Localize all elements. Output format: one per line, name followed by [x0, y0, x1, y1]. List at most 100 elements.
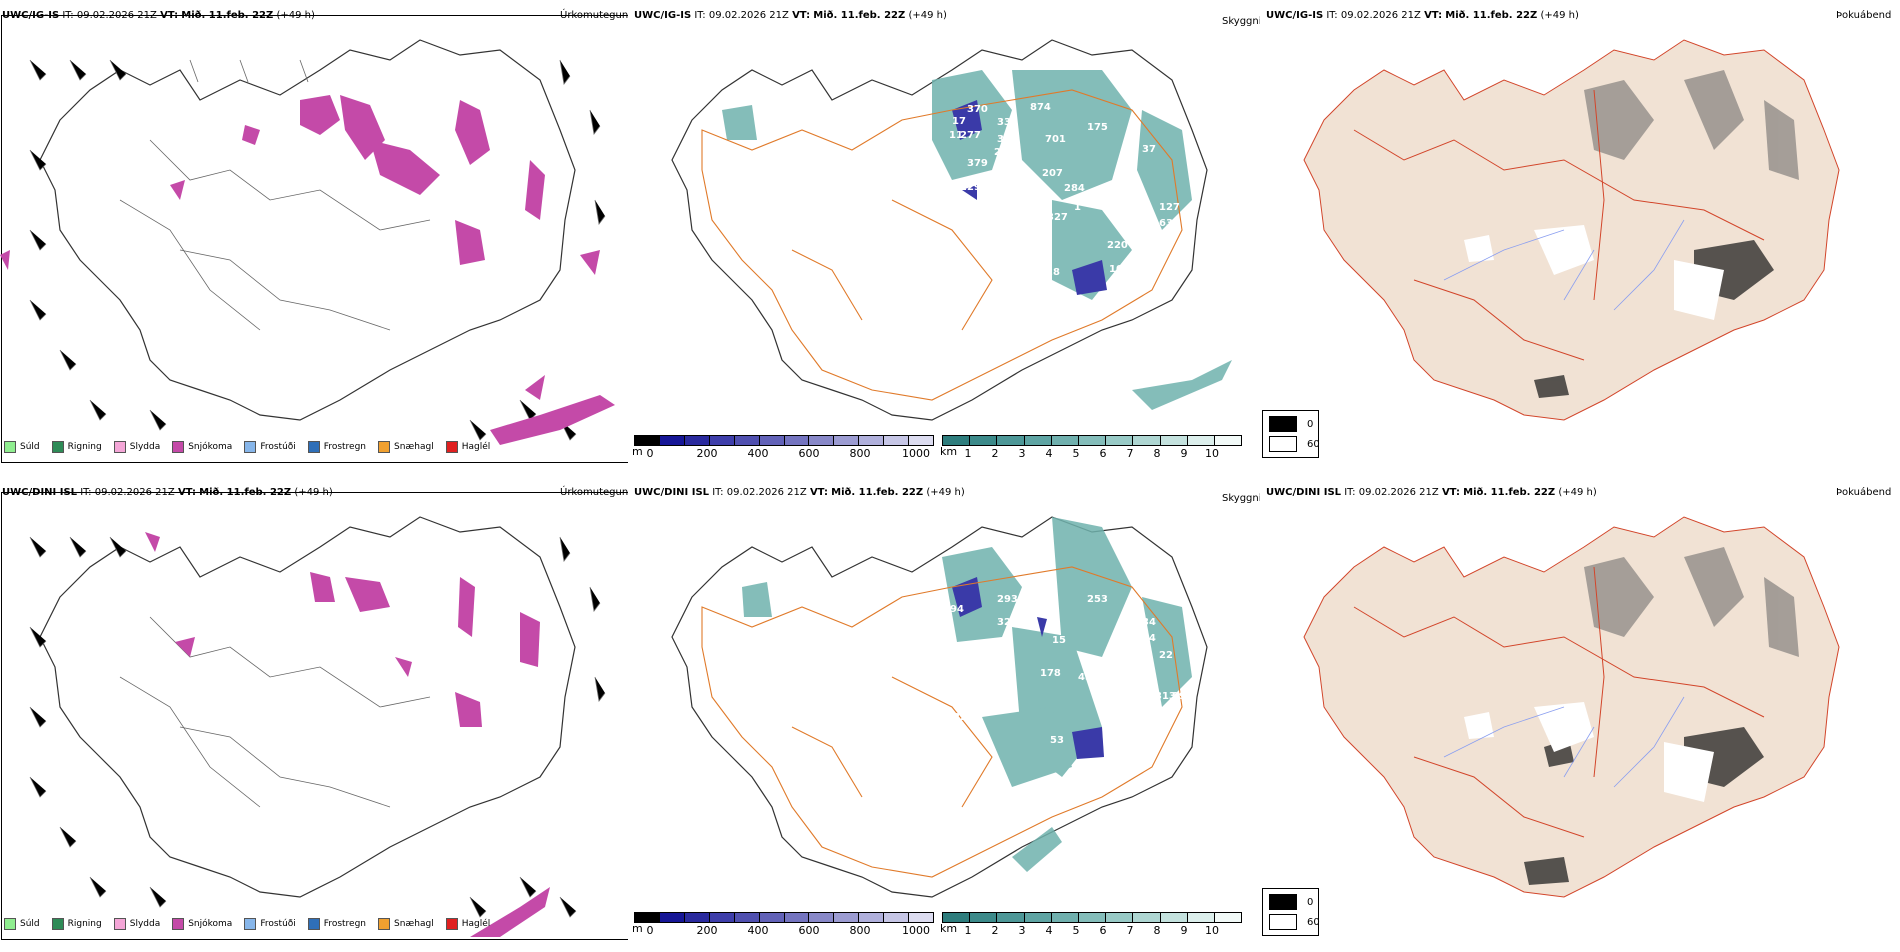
visibility-ticks: 1 2 3 4 5 6 7 8 9 10	[964, 447, 1220, 460]
vt-label: VT:	[1424, 10, 1443, 21]
visibility-panel-1: 370 874 330 175 312 17 701 11 277 37 298…	[632, 0, 1260, 475]
it-label: IT:	[1344, 487, 1356, 498]
model-label: UWC/IG-IS	[2, 10, 60, 21]
legend-swatch	[378, 918, 391, 930]
snow-area	[395, 657, 412, 677]
visibility-colorbar-boxes	[942, 912, 1242, 923]
ceiling-label: 312	[997, 134, 1018, 145]
legend-item-snjokoma: Snjókoma	[172, 441, 232, 453]
ceiling-label: 94	[950, 604, 964, 615]
snow-area	[490, 395, 615, 445]
lead-time: (+49 h)	[276, 10, 315, 21]
ceiling-label: 313	[1155, 691, 1176, 702]
ceiling-label: 220	[1107, 240, 1128, 251]
ceiling-label: 327	[1047, 212, 1068, 223]
lead-time: (+49 h)	[908, 10, 947, 21]
snow-area	[310, 572, 335, 602]
vt-value: Mið. 11.feb. 22Z	[831, 487, 924, 498]
snow-area	[580, 250, 600, 275]
map-frame	[1, 15, 628, 463]
it-value: 09.02.2026 21Z	[94, 487, 175, 498]
ceiling-label: 181	[927, 382, 948, 393]
lead-time: (+49 h)	[294, 487, 333, 498]
panel-header: UWC/IG-IS IT: 09.02.2026 21Z VT: Mið. 11…	[634, 10, 947, 21]
snow-area	[0, 250, 10, 270]
snow-area	[455, 692, 482, 727]
it-label: IT:	[80, 487, 92, 498]
ceiling-label: 379	[967, 158, 988, 169]
cloud-swatch	[1269, 416, 1297, 432]
lead-time: (+49 h)	[1558, 487, 1597, 498]
snow-areas	[0, 95, 615, 445]
legend-swatch	[51, 441, 64, 453]
cloud-legend-item: 0	[1269, 894, 1313, 910]
snow-area	[525, 160, 545, 220]
snow-area	[242, 125, 260, 145]
iceland-outline	[39, 39, 576, 421]
ceiling-label: 63	[1159, 218, 1173, 229]
snow-area	[175, 637, 195, 657]
legend-swatch	[51, 918, 64, 930]
legend-item-snaehagl: Snæhagl	[378, 441, 434, 453]
visibility-colorbar: km 1 2 3 4 5 6 7 8 9 10	[940, 912, 1242, 940]
it-value: 09.02.2026 21Z	[708, 10, 789, 21]
ceiling-colorbar: m 0 200 400 600 800 1000	[632, 912, 934, 940]
fog-map	[1303, 39, 1840, 421]
vt-label: VT:	[809, 487, 828, 498]
ceiling-label: 1	[1074, 202, 1081, 213]
snow-area	[470, 887, 550, 937]
low-visibility-areas	[722, 70, 1232, 410]
ceiling-colorbar: m 0 200 400 600 800 1000	[632, 435, 934, 463]
ceiling-label: 104	[1135, 633, 1156, 644]
precip-map	[29, 516, 606, 937]
cloud-legend-item: 60	[1269, 914, 1320, 930]
ceiling-label: 284	[1064, 183, 1085, 194]
ceiling-label: 11	[949, 130, 963, 141]
legend-swatch	[378, 441, 391, 453]
model-label: UWC/IG-IS	[634, 10, 692, 21]
vt-value: Mið. 11.feb. 22Z	[813, 10, 906, 21]
model-label: UWC/DINI ISL	[2, 487, 78, 498]
snow-area	[525, 375, 545, 400]
legend-item-snjokoma: Snjókoma	[172, 918, 232, 930]
ceiling-ticks: 0 200 400 600 800 1000	[646, 924, 931, 937]
vt-label: VT:	[1441, 487, 1460, 498]
it-value: 09.02.2026 21Z	[1358, 487, 1439, 498]
panel-header: UWC/DINI ISL IT: 09.02.2026 21Z VT: Mið.…	[2, 487, 333, 498]
legend-swatch	[113, 918, 126, 930]
it-value: 09.02.2026 21Z	[76, 10, 157, 21]
fog-map	[1303, 516, 1840, 898]
panel-header: UWC/IG-IS IT: 09.02.2026 21Z VT: Mið. 11…	[1266, 10, 1579, 21]
cloud-legend-item: 0	[1269, 416, 1313, 432]
ceiling-unit: m	[632, 922, 643, 935]
it-label: IT:	[62, 10, 74, 21]
snow-area	[345, 577, 390, 612]
vt-value: Mið. 11.feb. 22Z	[1445, 10, 1538, 21]
rivers	[1443, 696, 1685, 788]
legend-swatch	[445, 441, 458, 453]
it-value: 09.02.2026 21Z	[1340, 10, 1421, 21]
vt-value: Mið. 11.feb. 22Z	[181, 10, 274, 21]
cloud-swatch	[1269, 894, 1297, 910]
legend-swatch	[307, 441, 320, 453]
cloud-legend: 0 60	[1262, 888, 1320, 936]
wind-barbs	[29, 59, 606, 441]
cloud-legend: 0 60	[1262, 410, 1320, 458]
precip-legend: Súld Rigning Slydda Snjókoma Frostúði Fr…	[4, 918, 490, 930]
ceiling-label: 293	[997, 594, 1018, 605]
panel-header: UWC/IG-IS IT: 09.02.2026 21Z VT: Mið. 11…	[2, 10, 315, 21]
legend-swatch	[172, 441, 185, 453]
ceiling-label: 178	[1040, 668, 1061, 679]
ceiling-label: 220	[953, 712, 974, 723]
ceiling-label: 277	[960, 130, 981, 141]
precip-panel-2: UWC/DINI ISL IT: 09.02.2026 21Z VT: Mið.…	[0, 477, 628, 952]
visibility-unit: km	[940, 922, 958, 935]
rivers	[1443, 219, 1685, 311]
cloud-swatch	[1269, 436, 1297, 452]
panel-header: UWC/DINI ISL IT: 09.02.2026 21Z VT: Mið.…	[634, 487, 965, 498]
fog-title: Þokuábendi	[1836, 487, 1892, 498]
lead-time: (+49 h)	[1540, 10, 1579, 21]
precip-panel-1: UWC/IG-IS IT: 09.02.2026 21Z VT: Mið. 11…	[0, 0, 628, 475]
legend-item-snaehagl: Snæhagl	[378, 918, 434, 930]
ceiling-label: 80	[775, 701, 789, 712]
